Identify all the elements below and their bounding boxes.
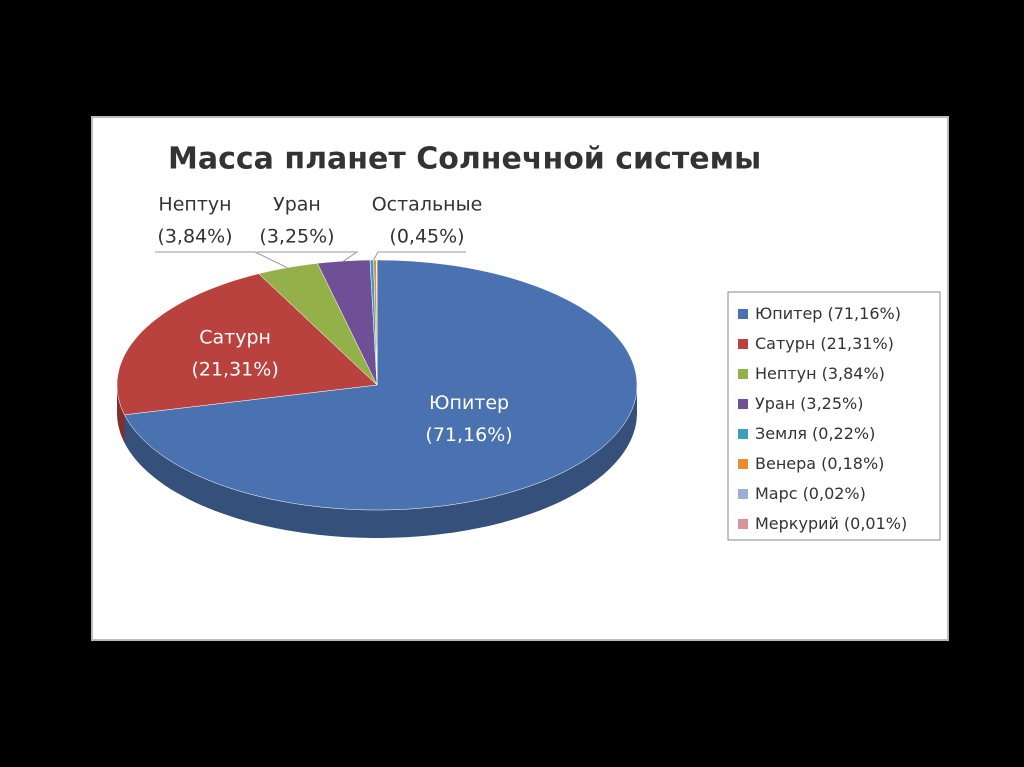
legend-name: Марс [755, 484, 798, 503]
legend-box [727, 291, 941, 541]
legend-value: (3,84%) [822, 364, 885, 383]
others-label: Остальные [372, 194, 483, 216]
legend-value: (0,02%) [803, 484, 866, 503]
legend-swatch [738, 309, 748, 319]
legend-swatch [738, 369, 748, 379]
slice-value-label: (21,31%) [191, 358, 278, 380]
legend-label: Венера (0,18%) [755, 454, 884, 473]
chart-title: Масса планет Солнечной системы [168, 142, 761, 177]
legend-label: Нептун (3,84%) [755, 364, 885, 383]
legend-name: Юпитер [755, 304, 822, 323]
leader-line [257, 251, 359, 262]
legend-swatch [738, 399, 748, 409]
legend-name: Меркурий [755, 514, 839, 533]
slice-side [124, 385, 637, 538]
legend-value: (21,31%) [820, 334, 894, 353]
legend-name: Сатурн [755, 334, 815, 353]
slice-label: Нептун [158, 194, 231, 216]
legend-swatch [738, 459, 748, 469]
legend-label: Земля (0,22%) [755, 424, 875, 443]
legend-label: Юпитер (71,16%) [755, 304, 901, 323]
slice-value-label: (71,16%) [425, 424, 512, 446]
legend-value: (3,25%) [800, 394, 863, 413]
slice-value-label: (3,25%) [259, 226, 334, 248]
legend-label: Сатурн (21,31%) [755, 334, 894, 353]
legend-swatch [738, 429, 748, 439]
legend-label: Марс (0,02%) [755, 484, 866, 503]
slice-label: Юпитер [429, 392, 509, 414]
legend-value: (0,22%) [812, 424, 875, 443]
slice-label: Сатурн [199, 326, 271, 348]
legend-value: (71,16%) [827, 304, 901, 323]
slice [124, 259, 638, 511]
leader-line [373, 251, 466, 261]
legend-name: Венера [755, 454, 816, 473]
leader-line [155, 251, 288, 269]
legend-value: (0,01%) [844, 514, 907, 533]
slice-side [117, 385, 125, 443]
others-value-label: (0,45%) [389, 226, 464, 248]
slice-label: Уран [273, 194, 321, 216]
legend-name: Нептун [755, 364, 817, 383]
legend-label: Меркурий (0,01%) [755, 514, 907, 533]
slice-value-label: (3,84%) [157, 226, 232, 248]
slice [116, 273, 378, 416]
legend-swatch [738, 519, 748, 529]
legend-label: Уран (3,25%) [755, 394, 863, 413]
legend-swatch [738, 339, 748, 349]
legend-value: (0,18%) [821, 454, 884, 473]
legend-name: Уран [755, 394, 795, 413]
slice [258, 263, 378, 386]
legend-swatch [738, 489, 748, 499]
legend-name: Земля [755, 424, 807, 443]
